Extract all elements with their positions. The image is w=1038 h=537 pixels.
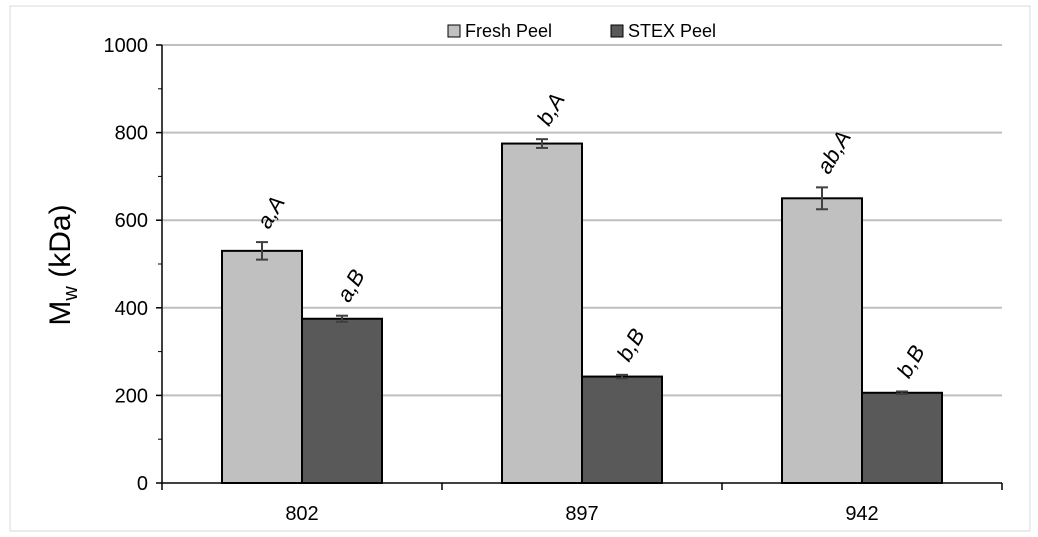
error-bar-fresh-peel-897: [536, 138, 548, 149]
y-tick-label-200: 200: [115, 385, 148, 407]
legend-label-stex-peel: STEX Peel: [628, 21, 716, 41]
x-tick-label-942: 942: [845, 503, 878, 525]
legend-swatch-stex-peel: [610, 24, 624, 38]
bar-fresh-peel-802: [221, 249, 303, 484]
y-tick-label-600: 600: [115, 210, 148, 232]
bar-stex-peel-897: [581, 375, 663, 485]
legend-swatch-fresh-peel: [447, 24, 461, 38]
y-tick-labels: 0 200 400 600 800 1000: [104, 35, 149, 495]
bar-fresh-peel-897: [501, 142, 583, 485]
x-tick-label-802: 802: [285, 503, 318, 525]
error-bar-stex-peel-802: [336, 314, 348, 323]
error-bar-fresh-peel-802: [256, 241, 268, 261]
bar-stex-peel-802: [301, 317, 383, 484]
y-axis-label-subscript: w: [60, 286, 82, 302]
y-tick-label-800: 800: [115, 123, 148, 145]
y-axis-label-main: M: [44, 301, 77, 326]
y-axis-label: Mw (kDa): [44, 204, 82, 325]
legend: Fresh Peel STEX Peel: [447, 21, 716, 41]
y-axis-label-unit: (kDa): [44, 204, 77, 286]
y-tick-label-1000: 1000: [104, 35, 149, 57]
bar-stex-peel-942: [861, 391, 943, 484]
bar-fresh-peel-942: [781, 197, 863, 485]
error-bar-fresh-peel-942: [816, 186, 828, 211]
y-tick-label-0: 0: [137, 473, 148, 495]
error-bar-stex-peel-897: [616, 373, 628, 380]
legend-label-fresh-peel: Fresh Peel: [465, 21, 552, 41]
error-bars: [256, 138, 908, 396]
x-tick-labels: 802 897 942: [285, 503, 878, 525]
y-tick-label-400: 400: [115, 298, 148, 320]
error-bar-stex-peel-942: [896, 390, 908, 396]
x-tick-label-897: 897: [565, 503, 598, 525]
